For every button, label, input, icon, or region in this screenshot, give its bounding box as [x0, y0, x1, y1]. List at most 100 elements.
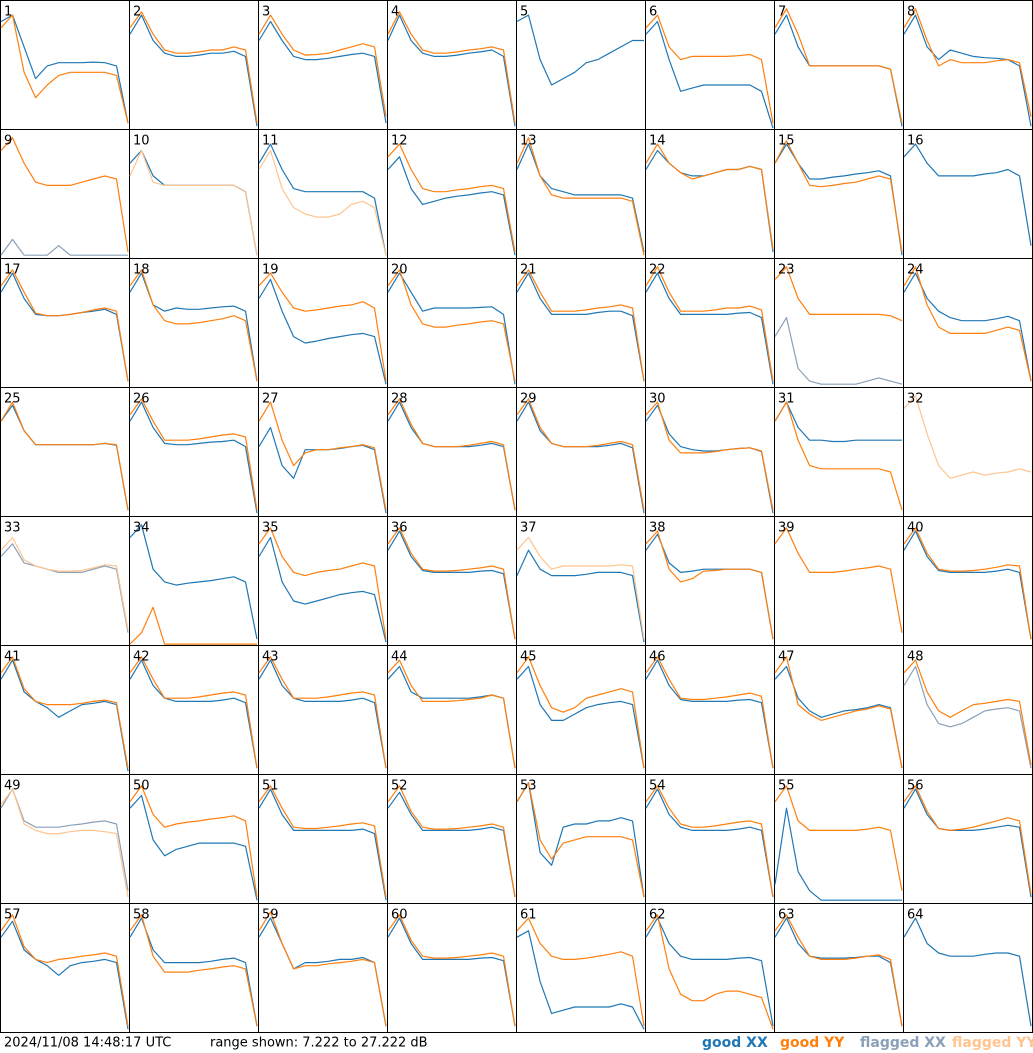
- spectrum-line: [0, 788, 129, 898]
- spectrum-line: [258, 272, 387, 382]
- panel-frame: [774, 516, 904, 646]
- panel-label: 21: [520, 263, 537, 278]
- panel-label: 49: [4, 779, 21, 794]
- panel-frame: [516, 258, 646, 388]
- spectrum-line: [258, 917, 387, 1027]
- spectrum-line: [129, 149, 258, 256]
- panel-label: 53: [520, 779, 537, 794]
- spectrum-line: [387, 659, 516, 769]
- spectrum-line: [516, 269, 645, 382]
- panel-label: 10: [133, 134, 150, 149]
- panel-frame: [645, 903, 775, 1033]
- spectrum-line: [645, 149, 774, 253]
- panel-frame: [129, 903, 259, 1033]
- spectrum-line: [258, 14, 387, 117]
- legend-entry: flagged XX: [860, 1035, 946, 1051]
- spectrum-line: [903, 272, 1032, 382]
- spectrum-line: [258, 278, 387, 385]
- spectrum-line: [645, 533, 774, 640]
- spectrum-line: [129, 524, 258, 640]
- spectrum-line: [387, 791, 516, 898]
- spectrum-line: [903, 665, 1032, 769]
- spectrum-line: [645, 785, 774, 898]
- panel-frame: [903, 258, 1033, 388]
- spectrum-line: [903, 395, 1032, 479]
- spectrum-line: [774, 143, 903, 256]
- panel-frame: [774, 0, 904, 130]
- panel-frame: [774, 645, 904, 775]
- spectrum-line: [387, 14, 516, 127]
- spectrum-line: [516, 137, 645, 256]
- panel-label: 25: [4, 392, 21, 407]
- spectrum-line: [129, 149, 258, 256]
- panel-label: 2: [133, 5, 141, 20]
- spectrum-line: [0, 920, 129, 1030]
- panel-frame: [0, 0, 130, 130]
- panel-label: 33: [4, 521, 21, 536]
- panel-frame: [0, 645, 130, 775]
- panel-label: 1: [4, 5, 12, 20]
- panel-frame: [258, 774, 388, 904]
- spectrum-line: [387, 665, 516, 769]
- spectrum-line: [774, 527, 903, 633]
- spectrum-line: [516, 536, 645, 640]
- spectrum-line: [129, 914, 258, 1027]
- spectrum-line: [387, 527, 516, 640]
- panel-frame: [387, 129, 517, 259]
- legend-entry: flagged YY: [952, 1035, 1033, 1051]
- panel-label: 5: [520, 5, 528, 20]
- spectrum-line: [903, 266, 1032, 382]
- panel-frame: [516, 387, 646, 517]
- panel-frame: [258, 0, 388, 130]
- spectrum-line: [0, 914, 129, 1027]
- spectrum-line: [0, 272, 129, 382]
- spectrum-line: [774, 914, 903, 1027]
- spectrum-line: [258, 426, 387, 514]
- spectrum-line: [903, 917, 1032, 1027]
- panel-frame: [903, 645, 1033, 775]
- spectrum-line: [774, 665, 903, 769]
- spectrum-line: [387, 143, 516, 253]
- panel-frame: [0, 129, 130, 259]
- panel-label: 45: [520, 650, 537, 665]
- spectrum-line: [774, 8, 903, 124]
- spectrum-line: [645, 266, 774, 382]
- panel-label: 58: [133, 908, 150, 923]
- spectrum-line: [645, 917, 774, 1027]
- panel-label: 16: [907, 134, 924, 149]
- spectrum-line: [903, 527, 1032, 640]
- panel-frame: [129, 0, 259, 130]
- spectrum-line: [387, 156, 516, 256]
- panel-label: 39: [778, 521, 795, 536]
- panel-frame: [0, 774, 130, 904]
- spectrum-line: [129, 659, 258, 769]
- spectrum-line: [774, 656, 903, 769]
- panel-frame: [903, 129, 1033, 259]
- panel-frame: [516, 774, 646, 904]
- panel-label: 59: [262, 908, 279, 923]
- spectrum-line: [645, 659, 774, 769]
- panel-label: 63: [778, 908, 795, 923]
- spectrum-line: [129, 606, 257, 645]
- panel-label: 61: [520, 908, 537, 923]
- panel-label: 36: [391, 521, 408, 536]
- panel-frame: [258, 645, 388, 775]
- panel-frame: [387, 0, 517, 130]
- panel-label: 9: [4, 134, 12, 149]
- panel-label: 42: [133, 650, 150, 665]
- panel-label: 55: [778, 779, 795, 794]
- panel-frame: [0, 903, 130, 1033]
- panel-label: 50: [133, 779, 150, 794]
- spectrum-line: [129, 269, 258, 382]
- spectrum-line: [774, 317, 903, 385]
- spectrum-line: [774, 917, 903, 1027]
- spectrum-line: [387, 269, 516, 382]
- spectrum-line: [129, 272, 258, 382]
- legend-entry: good XX: [702, 1035, 768, 1051]
- panel-label: 43: [262, 650, 279, 665]
- panel-frame: [258, 903, 388, 1033]
- panel-label: 27: [262, 392, 279, 407]
- spectrum-line: [903, 143, 1032, 246]
- spectrum-line: [903, 788, 1032, 898]
